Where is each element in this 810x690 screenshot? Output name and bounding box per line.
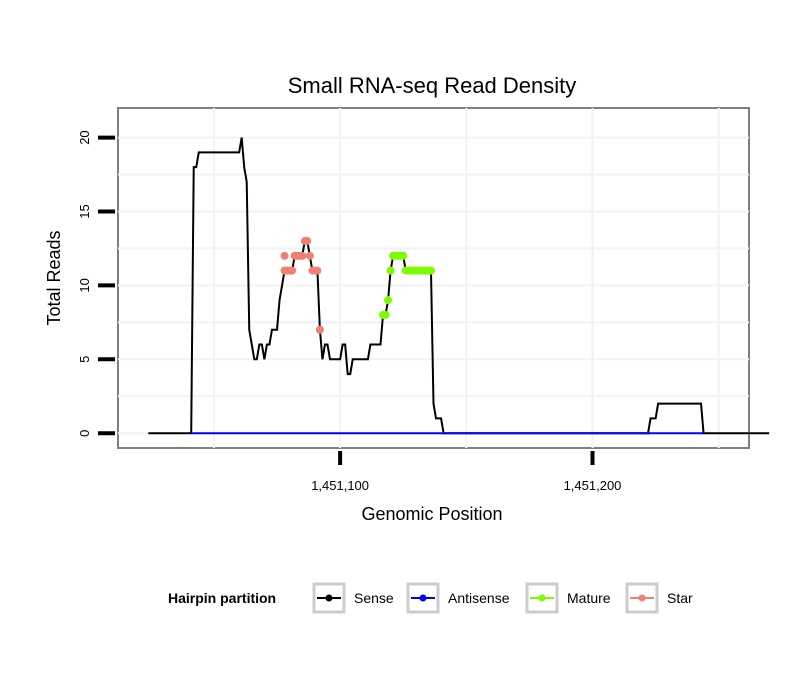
x-tick-label: 1,451,100 [311,478,369,493]
sense-series-line [148,137,770,435]
mature-point [426,266,435,275]
star-point [315,325,324,334]
mature-point [381,310,390,319]
series-layer [148,137,770,435]
mature-point [386,266,395,275]
mature-point [384,296,393,305]
legend-title: Hairpin partition [168,590,276,606]
y-tick-label: 10 [77,278,92,292]
star-point [298,251,307,260]
y-tick-label: 0 [77,430,92,437]
x-tick-label: 1,451,200 [564,478,622,493]
mature-point [399,251,408,260]
y-tick-label: 20 [77,130,92,144]
legend-label-sense: Sense [354,590,394,606]
star-point [288,266,297,275]
legend: Hairpin partition Sense Antisense Mature St… [168,582,693,614]
star-point [280,251,289,260]
star-point [305,251,314,260]
y-axis-title: Total Reads [44,230,64,325]
legend-key-point [638,594,646,602]
y-tick-label: 5 [77,356,92,363]
legend-key-point [419,594,427,602]
legend-label-star: Star [667,590,693,606]
legend-label-antisense: Antisense [448,590,510,606]
legend-key-point [538,594,546,602]
chart-title: Small RNA-seq Read Density [288,73,577,98]
x-axis-title: Genomic Position [361,504,502,524]
axes: 0 5 10 15 20 1,451,100 1,451,200 [77,130,621,493]
star-point [303,237,312,246]
star-point [313,266,322,275]
legend-label-mature: Mature [567,590,611,606]
y-tick-label: 15 [77,204,92,218]
legend-key-point [325,594,333,602]
